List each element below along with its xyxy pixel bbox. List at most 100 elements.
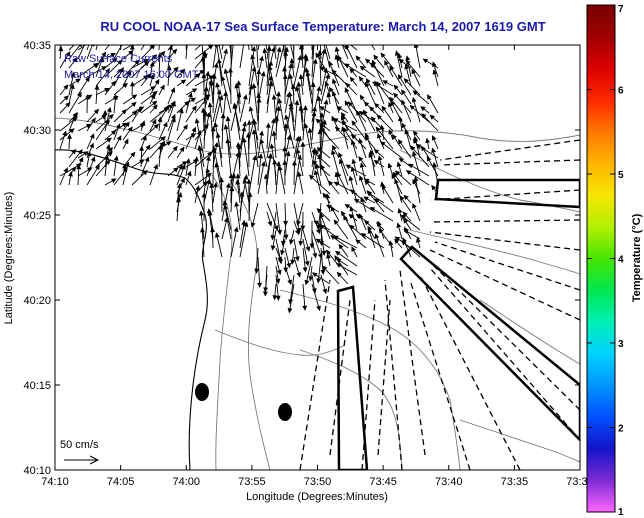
current-vector-head xyxy=(358,110,365,116)
current-vector-head xyxy=(76,39,80,43)
current-vector-head xyxy=(75,78,81,84)
current-vector xyxy=(311,82,314,114)
current-vector-head xyxy=(252,119,258,125)
current-vector-head xyxy=(368,149,374,156)
current-vector-head xyxy=(360,233,367,238)
current-vector-head xyxy=(205,167,211,174)
current-vector-head xyxy=(315,228,321,235)
current-vector xyxy=(302,238,309,266)
current-vector-head xyxy=(166,65,172,71)
current-vector-head xyxy=(298,105,304,111)
current-vector-head xyxy=(92,62,99,68)
current-vector-head xyxy=(389,65,395,71)
current-vector-head xyxy=(403,218,409,224)
current-vector-head xyxy=(332,78,337,85)
current-vector-head xyxy=(134,59,140,66)
current-vector-head xyxy=(63,95,69,101)
current-vector-head xyxy=(286,134,292,141)
current-vector-head xyxy=(297,135,302,142)
current-vector-head xyxy=(105,143,111,150)
current-vector-head xyxy=(302,267,308,273)
current-vector-head xyxy=(219,177,225,183)
current-vector-head xyxy=(412,150,417,157)
current-vector xyxy=(77,45,85,60)
longitude-tick-label: 74:10 xyxy=(41,476,69,488)
current-vector-head xyxy=(62,130,67,137)
current-vector-head xyxy=(275,91,281,97)
current-vector xyxy=(113,45,123,60)
current-vector-head xyxy=(222,15,225,19)
current-vector-head xyxy=(369,106,375,112)
colorbar-tick-label: 4 xyxy=(618,255,624,266)
current-vector xyxy=(339,159,349,186)
current-vector-head xyxy=(180,177,185,183)
current-vector-head xyxy=(370,116,376,122)
current-vector-head xyxy=(176,182,182,189)
current-vector xyxy=(221,114,224,150)
current-vector-head xyxy=(241,137,247,143)
current-vector-head xyxy=(315,52,321,59)
current-vector-head xyxy=(427,94,432,100)
current-vector-head xyxy=(182,161,188,166)
current-vector-head xyxy=(259,55,264,62)
current-vector-head xyxy=(374,198,380,204)
current-vector-head xyxy=(344,87,350,93)
current-vector-head xyxy=(432,161,438,168)
latitude-tick-label: 40:20 xyxy=(23,295,51,307)
shipping-lane-south xyxy=(336,285,369,470)
current-vector-head xyxy=(350,189,356,195)
current-vector-head xyxy=(197,144,203,151)
current-vector-head xyxy=(90,39,94,42)
current-vector xyxy=(293,100,298,141)
current-vector-head xyxy=(272,159,278,165)
current-vector xyxy=(212,148,215,186)
current-vector-head xyxy=(164,104,170,111)
current-vector-head xyxy=(272,295,278,301)
current-vector-head xyxy=(210,227,215,233)
current-vector xyxy=(278,99,286,132)
current-vector-head xyxy=(195,185,201,191)
radar-beam-line xyxy=(434,241,580,291)
current-vector-head xyxy=(366,77,371,84)
current-vector-head xyxy=(179,68,186,74)
current-vector-head xyxy=(311,150,318,156)
current-vector-head xyxy=(340,210,346,217)
current-vector-head xyxy=(205,70,211,77)
current-vector-head xyxy=(431,147,436,154)
current-vector xyxy=(253,83,259,123)
current-vector-head xyxy=(308,174,315,180)
current-vector-head xyxy=(403,229,409,234)
current-vector-head xyxy=(255,40,258,44)
current-vector-head xyxy=(143,75,149,81)
current-vector-head xyxy=(408,163,414,169)
current-vector-head xyxy=(166,141,172,146)
current-vector-head xyxy=(393,92,399,98)
current-vector-head xyxy=(363,109,368,116)
current-vector-head xyxy=(113,155,119,161)
current-vector-head xyxy=(228,38,231,42)
plot-area xyxy=(55,45,580,470)
current-vector-head xyxy=(106,137,112,143)
current-vector-head xyxy=(199,227,205,233)
current-vector-head xyxy=(242,94,248,100)
current-vector-head xyxy=(319,224,325,230)
current-vector-head xyxy=(304,260,310,267)
radar-beam-line xyxy=(439,159,580,166)
current-vector xyxy=(412,151,421,177)
depth-contour xyxy=(214,329,346,356)
current-vector-head xyxy=(315,238,322,244)
current-vector-head xyxy=(142,170,148,176)
current-vector-head xyxy=(200,34,203,38)
current-vector xyxy=(185,45,188,60)
longitude-tick-label: 73:40 xyxy=(435,476,463,488)
current-vector xyxy=(233,103,241,141)
current-vector-head xyxy=(201,192,207,198)
current-vector-head xyxy=(106,106,112,113)
current-vector-head xyxy=(274,115,280,121)
current-vector xyxy=(271,211,277,240)
current-vector xyxy=(212,74,215,114)
current-vector-head xyxy=(207,102,213,108)
current-vector-head xyxy=(355,55,361,61)
current-vector-head xyxy=(250,222,256,228)
current-vector-head xyxy=(181,163,186,170)
